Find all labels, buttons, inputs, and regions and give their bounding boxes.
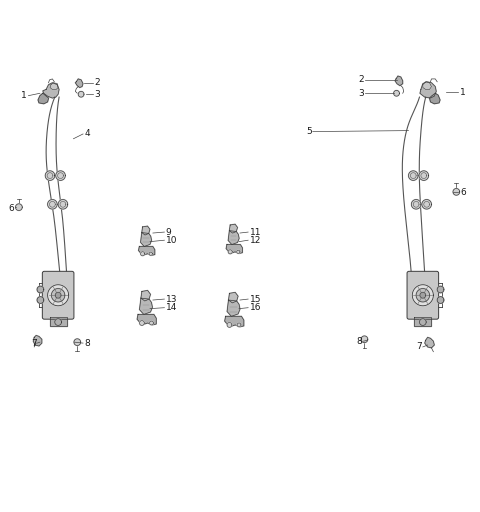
Polygon shape [422, 200, 432, 209]
Text: 16: 16 [250, 303, 261, 312]
Polygon shape [48, 200, 57, 209]
Polygon shape [37, 296, 44, 304]
Polygon shape [38, 93, 48, 104]
Text: 7: 7 [416, 343, 422, 351]
Polygon shape [58, 200, 68, 209]
Text: 15: 15 [250, 294, 261, 304]
Polygon shape [394, 91, 399, 96]
Text: 14: 14 [166, 303, 177, 312]
Text: 1: 1 [21, 91, 27, 100]
Polygon shape [416, 289, 430, 302]
Polygon shape [414, 317, 432, 326]
Polygon shape [139, 246, 155, 255]
Polygon shape [227, 323, 232, 327]
Polygon shape [75, 79, 83, 88]
Polygon shape [150, 321, 154, 325]
Text: 13: 13 [166, 294, 177, 304]
Polygon shape [411, 200, 421, 209]
Polygon shape [55, 318, 61, 326]
Polygon shape [141, 252, 144, 256]
Polygon shape [228, 231, 239, 245]
Text: 8: 8 [356, 337, 362, 346]
Polygon shape [412, 285, 433, 306]
Polygon shape [149, 252, 152, 255]
Text: 9: 9 [166, 227, 171, 237]
Polygon shape [420, 318, 426, 326]
Polygon shape [225, 316, 244, 327]
Polygon shape [55, 292, 61, 298]
Polygon shape [437, 296, 444, 304]
Polygon shape [140, 298, 153, 314]
Polygon shape [78, 91, 84, 97]
Text: 10: 10 [166, 236, 177, 245]
Polygon shape [50, 83, 58, 90]
Polygon shape [37, 286, 44, 293]
Text: 2: 2 [94, 78, 100, 87]
Polygon shape [408, 171, 418, 180]
Polygon shape [141, 232, 152, 246]
Polygon shape [437, 286, 444, 293]
Text: 6: 6 [460, 188, 466, 197]
Polygon shape [420, 82, 436, 98]
Polygon shape [48, 285, 69, 306]
Polygon shape [45, 171, 55, 180]
Polygon shape [33, 335, 42, 346]
Text: 12: 12 [250, 236, 261, 245]
Text: 1: 1 [460, 88, 466, 97]
Polygon shape [56, 171, 65, 180]
Text: 3: 3 [94, 90, 100, 99]
Text: 4: 4 [84, 130, 90, 138]
Polygon shape [43, 83, 59, 98]
Text: 5: 5 [306, 127, 312, 136]
Text: 7: 7 [31, 338, 36, 348]
Polygon shape [141, 290, 151, 301]
Polygon shape [229, 224, 238, 233]
Text: 8: 8 [84, 338, 90, 348]
Polygon shape [420, 292, 426, 298]
Polygon shape [142, 226, 150, 235]
Polygon shape [51, 289, 65, 302]
Text: 3: 3 [359, 89, 364, 98]
Polygon shape [228, 250, 232, 254]
Polygon shape [140, 321, 144, 326]
Polygon shape [430, 93, 440, 104]
FancyBboxPatch shape [407, 271, 439, 319]
Polygon shape [237, 323, 241, 327]
Polygon shape [425, 337, 434, 348]
Polygon shape [419, 171, 429, 180]
Polygon shape [15, 204, 22, 210]
Text: 2: 2 [359, 75, 364, 84]
Polygon shape [74, 339, 81, 346]
FancyBboxPatch shape [42, 271, 74, 319]
Polygon shape [361, 336, 368, 343]
Text: 6: 6 [8, 204, 14, 212]
Polygon shape [423, 82, 432, 90]
Text: 11: 11 [250, 227, 261, 237]
Polygon shape [453, 188, 460, 195]
Polygon shape [137, 314, 156, 325]
Polygon shape [228, 292, 238, 303]
Polygon shape [227, 300, 240, 316]
Polygon shape [49, 317, 67, 326]
Polygon shape [237, 250, 240, 253]
Polygon shape [395, 76, 403, 86]
Polygon shape [226, 245, 242, 253]
